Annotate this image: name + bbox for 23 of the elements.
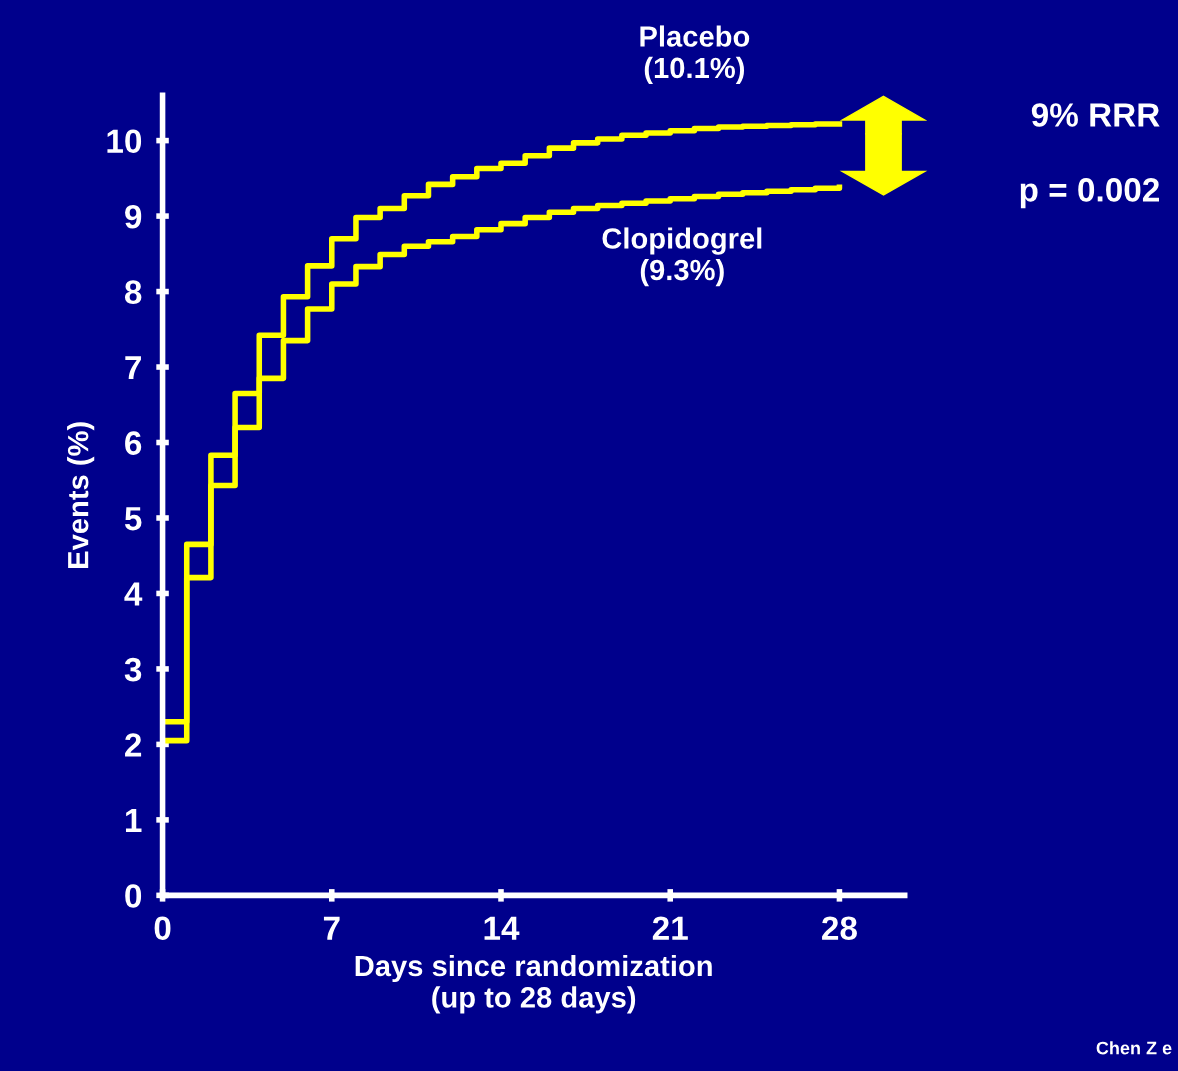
y-tick-label: 3 [124,657,142,682]
series-label: Placebo (10.1%) [640,25,750,84]
y-tick-label: 9 [125,204,142,229]
x-tick-label: 0 [154,916,171,940]
x-axis-title: Days since randomization (up to 28 days) [355,954,712,1014]
y-tick-label: 4 [124,582,143,606]
y-tick-label: 1 [125,809,142,832]
y-tick-label: 2 [125,733,142,757]
y-tick-label: 0 [125,884,142,908]
text: 9% RRR [1031,103,1160,127]
series-label: Clopidogrel (9.3%) [602,227,762,287]
y-tick-label: 7 [125,356,141,380]
x-tick-label: 28 [822,916,857,940]
y-axis-title: Events (%) [67,422,95,568]
x-tick-label: 21 [652,916,688,940]
y-tick-label: 10 [107,129,142,154]
x-tick-label: 14 [484,916,520,940]
x-tick-label: 7 [323,916,340,940]
text: p = 0.002 [1020,178,1159,209]
y-tick-label: 5 [124,507,142,531]
text: Chen Z e [1096,1041,1172,1055]
y-tick-label: 6 [125,431,142,455]
y-tick-label: 8 [124,280,142,304]
